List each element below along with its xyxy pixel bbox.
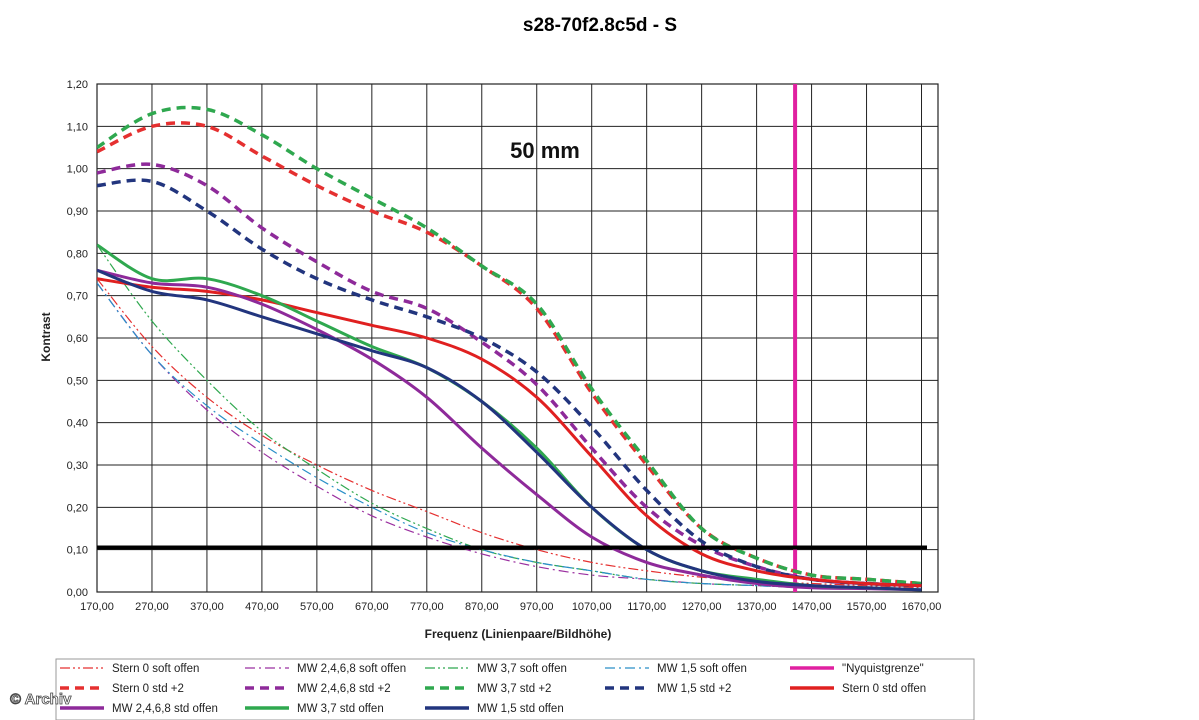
x-tick-label: 270,00 <box>135 601 169 613</box>
y-tick-label: 0,40 <box>67 418 88 430</box>
x-axis-label: Frequenz (Linienpaare/Bildhöhe) <box>425 627 612 641</box>
legend-entry: "Nyquistgrenze" <box>842 663 924 675</box>
legend-entry: MW 3,7 std +2 <box>477 683 551 695</box>
legend-entry: MW 3,7 soft offen <box>477 663 567 675</box>
legend-entry: Stern 0 soft offen <box>112 663 199 675</box>
legend-entry: MW 2,4,6,8 soft offen <box>297 663 406 675</box>
legend: Stern 0 soft offen MW 2,4,6,8 soft offen M… <box>60 663 926 715</box>
series-line-3 <box>97 244 922 591</box>
x-tick-label: 1670,00 <box>902 601 942 613</box>
chart-title: s28-70f2.8c5d - S <box>523 15 677 36</box>
legend-entry: Stern 0 std offen <box>842 683 926 695</box>
x-tick-label: 370,00 <box>190 601 224 613</box>
x-tick-labels: 170,00 270,00 370,00 470,00 570,00 670,00 770,… <box>80 601 941 613</box>
series-line-4 <box>97 282 922 591</box>
x-tick-label: 1470,00 <box>792 601 832 613</box>
y-tick-label: 0,10 <box>67 545 88 557</box>
legend-entry: MW 1,5 std offen <box>477 703 564 715</box>
x-tick-label: 1270,00 <box>682 601 722 613</box>
series-line-6 <box>97 121 922 586</box>
y-tick-label: 1,20 <box>67 79 88 91</box>
y-tick-labels: 0,00 0,10 0,20 0,30 0,40 0,50 0,60 0,70 0,80 0,90… <box>67 79 88 599</box>
y-tick-label: 0,00 <box>67 587 88 599</box>
focal-length-annotation: 50 mm <box>510 138 580 163</box>
legend-entry: MW 2,4,6,8 std offen <box>112 703 218 715</box>
x-tick-label: 1370,00 <box>737 601 777 613</box>
watermark-text: © Archiv <box>10 691 72 708</box>
legend-box <box>55 658 975 720</box>
y-tick-label: 1,00 <box>67 164 88 176</box>
y-tick-label: 1,10 <box>67 121 88 133</box>
y-tick-label: 0,60 <box>67 333 88 345</box>
y-tick-label: 0,20 <box>67 502 88 514</box>
legend-entry: MW 2,4,6,8 std +2 <box>297 683 391 695</box>
series-line-2 <box>97 282 922 591</box>
x-tick-label: 670,00 <box>355 601 389 613</box>
x-tick-label: 570,00 <box>300 601 334 613</box>
series-line-9 <box>97 178 922 588</box>
series-line-8 <box>97 105 922 586</box>
x-tick-label: 470,00 <box>245 601 279 613</box>
y-axis-label: Kontrast <box>39 312 53 361</box>
y-tick-label: 0,50 <box>67 375 88 387</box>
y-tick-label: 0,80 <box>67 248 88 260</box>
series-line-10 <box>97 277 922 588</box>
y-tick-label: 0,70 <box>67 291 88 303</box>
legend-entry: MW 1,5 std +2 <box>657 683 731 695</box>
series-line-11 <box>97 268 922 592</box>
x-tick-label: 770,00 <box>410 601 444 613</box>
series-line-1 <box>97 278 922 589</box>
y-tick-label: 0,90 <box>67 206 88 218</box>
x-tick-label: 870,00 <box>465 601 499 613</box>
series-line-7 <box>97 162 922 588</box>
series-line-12 <box>97 243 922 592</box>
x-tick-label: 970,00 <box>520 601 554 613</box>
x-tick-label: 1570,00 <box>847 601 887 613</box>
x-tick-label: 1170,00 <box>627 601 666 613</box>
legend-entry: MW 3,7 std offen <box>297 703 384 715</box>
legend-entry: MW 1,5 soft offen <box>657 663 747 675</box>
y-tick-label: 0,30 <box>67 460 88 472</box>
legend-entry: Stern 0 std +2 <box>112 683 184 695</box>
x-tick-label: 170,00 <box>80 601 114 613</box>
series-lines <box>97 84 928 592</box>
series-line-13 <box>97 268 922 592</box>
x-tick-label: 1070,00 <box>572 601 612 613</box>
